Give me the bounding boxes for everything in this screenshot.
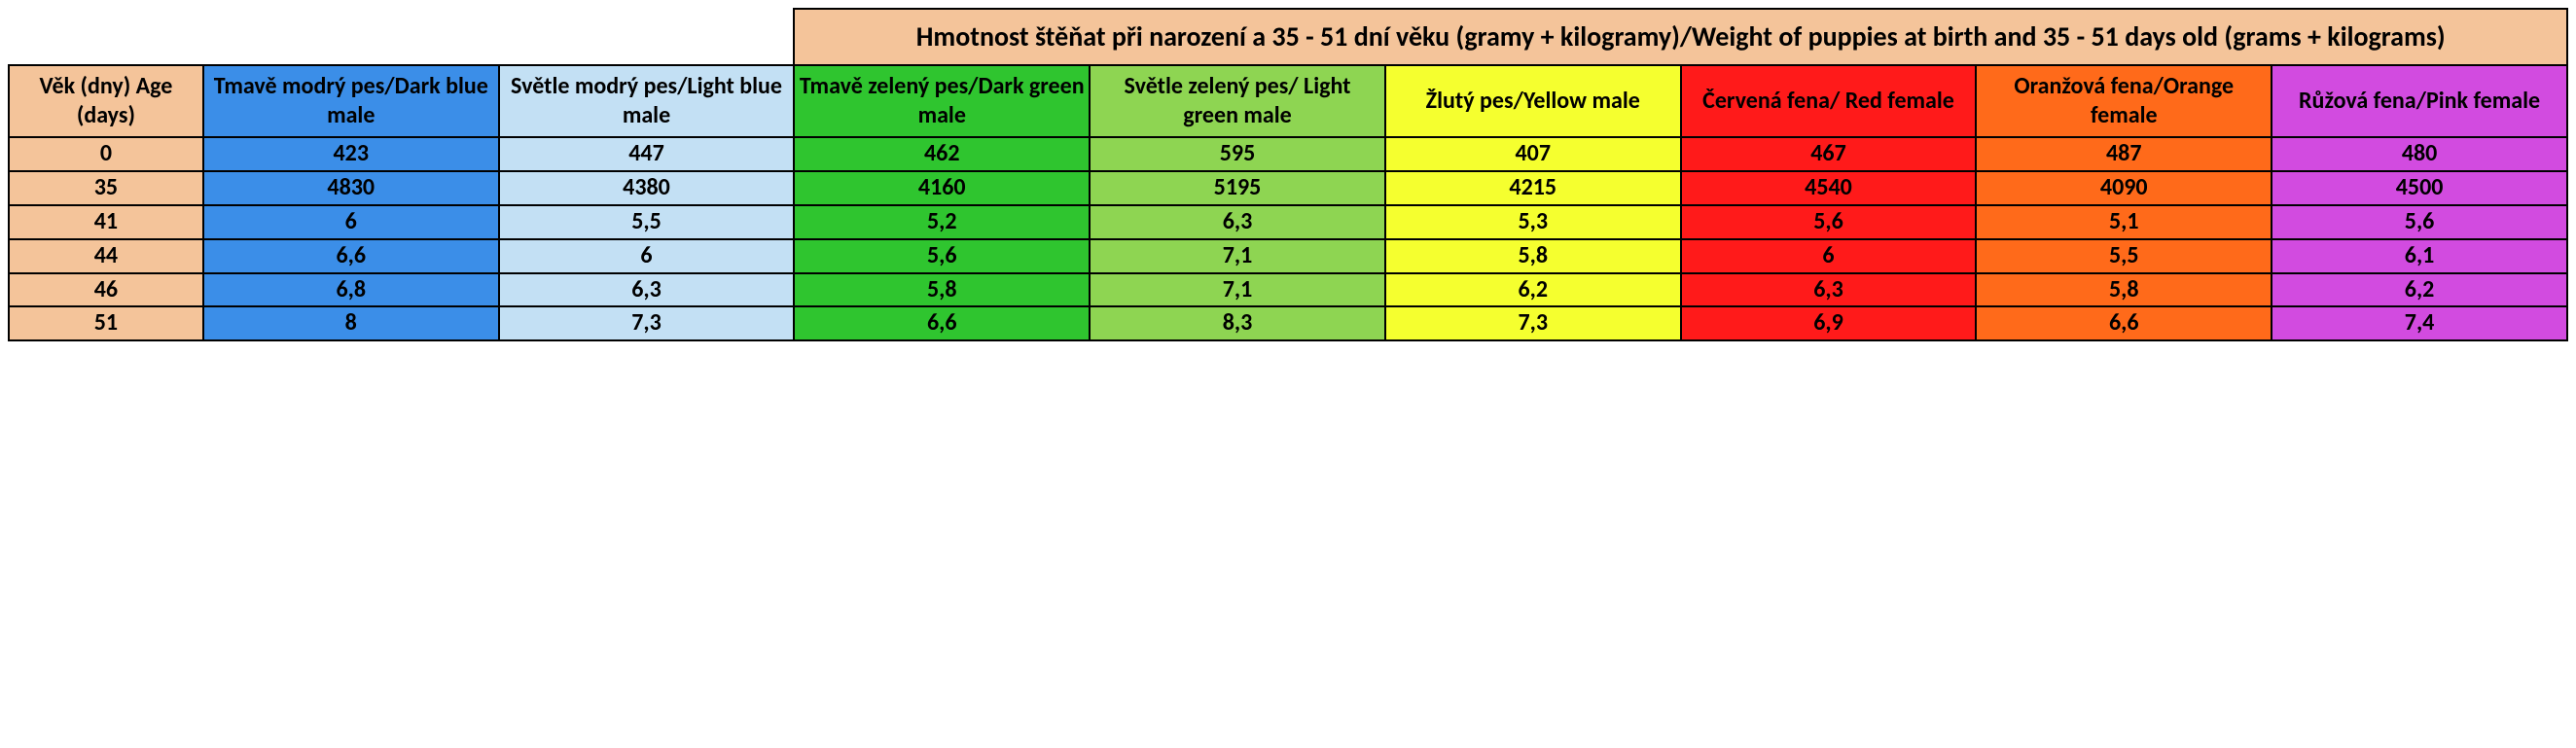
data-cell: 6 bbox=[1681, 239, 1977, 273]
age-cell: 0 bbox=[9, 137, 203, 171]
blank-cell bbox=[9, 9, 203, 65]
data-cell: 6,2 bbox=[1385, 273, 1681, 307]
data-cell: 5195 bbox=[1090, 171, 1385, 205]
table-row: 466,86,35,87,16,26,35,86,2 bbox=[9, 273, 2567, 307]
data-cell: 595 bbox=[1090, 137, 1385, 171]
puppy-weight-table: Hmotnost štěňat při narození a 35 - 51 d… bbox=[8, 8, 2568, 341]
data-cell: 4215 bbox=[1385, 171, 1681, 205]
column-header-col1: Tmavě modrý pes/Dark blue male bbox=[203, 65, 499, 137]
data-cell: 5,8 bbox=[794, 273, 1090, 307]
data-cell: 4540 bbox=[1681, 171, 1977, 205]
data-cell: 4500 bbox=[2272, 171, 2567, 205]
data-cell: 8,3 bbox=[1090, 306, 1385, 340]
age-cell: 46 bbox=[9, 273, 203, 307]
data-cell: 407 bbox=[1385, 137, 1681, 171]
table-title: Hmotnost štěňat při narození a 35 - 51 d… bbox=[794, 9, 2567, 65]
data-cell: 6,3 bbox=[1681, 273, 1977, 307]
age-cell: 41 bbox=[9, 205, 203, 239]
data-cell: 6,6 bbox=[1976, 306, 2272, 340]
data-cell: 7,1 bbox=[1090, 239, 1385, 273]
column-header-col2: Světle modrý pes/Light blue male bbox=[499, 65, 795, 137]
data-cell: 423 bbox=[203, 137, 499, 171]
data-cell: 6,6 bbox=[794, 306, 1090, 340]
data-cell: 5,1 bbox=[1976, 205, 2272, 239]
data-cell: 7,3 bbox=[499, 306, 795, 340]
data-cell: 6,8 bbox=[203, 273, 499, 307]
column-header-col7: Oranžová fena/Orange female bbox=[1976, 65, 2272, 137]
age-cell: 35 bbox=[9, 171, 203, 205]
column-header-col6: Červená fena/ Red female bbox=[1681, 65, 1977, 137]
table-row: 3548304380416051954215454040904500 bbox=[9, 171, 2567, 205]
blank-cell bbox=[203, 9, 499, 65]
data-cell: 4090 bbox=[1976, 171, 2272, 205]
data-cell: 5,8 bbox=[1976, 273, 2272, 307]
data-cell: 5,8 bbox=[1385, 239, 1681, 273]
column-header-age: Věk (dny) Age (days) bbox=[9, 65, 203, 137]
data-cell: 5,3 bbox=[1385, 205, 1681, 239]
column-header-col5: Žlutý pes/Yellow male bbox=[1385, 65, 1681, 137]
data-cell: 6,3 bbox=[499, 273, 795, 307]
data-cell: 4830 bbox=[203, 171, 499, 205]
data-cell: 447 bbox=[499, 137, 795, 171]
data-cell: 7,3 bbox=[1385, 306, 1681, 340]
column-header-col8: Růžová fena/Pink female bbox=[2272, 65, 2567, 137]
data-cell: 7,4 bbox=[2272, 306, 2567, 340]
data-cell: 4160 bbox=[794, 171, 1090, 205]
data-cell: 5,2 bbox=[794, 205, 1090, 239]
table-row: 4165,55,26,35,35,65,15,6 bbox=[9, 205, 2567, 239]
data-cell: 5,6 bbox=[2272, 205, 2567, 239]
data-cell: 6,3 bbox=[1090, 205, 1385, 239]
data-cell: 487 bbox=[1976, 137, 2272, 171]
data-cell: 6,1 bbox=[2272, 239, 2567, 273]
data-cell: 6 bbox=[203, 205, 499, 239]
data-cell: 6,2 bbox=[2272, 273, 2567, 307]
blank-cell bbox=[499, 9, 795, 65]
data-cell: 8 bbox=[203, 306, 499, 340]
data-cell: 5,6 bbox=[1681, 205, 1977, 239]
data-cell: 5,5 bbox=[1976, 239, 2272, 273]
data-cell: 5,5 bbox=[499, 205, 795, 239]
table-row: 5187,36,68,37,36,96,67,4 bbox=[9, 306, 2567, 340]
column-header-col4: Světle zelený pes/ Light green male bbox=[1090, 65, 1385, 137]
data-cell: 480 bbox=[2272, 137, 2567, 171]
data-cell: 6,9 bbox=[1681, 306, 1977, 340]
data-cell: 462 bbox=[794, 137, 1090, 171]
table-row: 0423447462595407467487480 bbox=[9, 137, 2567, 171]
data-cell: 5,6 bbox=[794, 239, 1090, 273]
table-row: 446,665,67,15,865,56,1 bbox=[9, 239, 2567, 273]
age-cell: 51 bbox=[9, 306, 203, 340]
data-cell: 467 bbox=[1681, 137, 1977, 171]
data-cell: 6,6 bbox=[203, 239, 499, 273]
age-cell: 44 bbox=[9, 239, 203, 273]
data-cell: 7,1 bbox=[1090, 273, 1385, 307]
data-cell: 4380 bbox=[499, 171, 795, 205]
column-header-col3: Tmavě zelený pes/Dark green male bbox=[794, 65, 1090, 137]
data-cell: 6 bbox=[499, 239, 795, 273]
